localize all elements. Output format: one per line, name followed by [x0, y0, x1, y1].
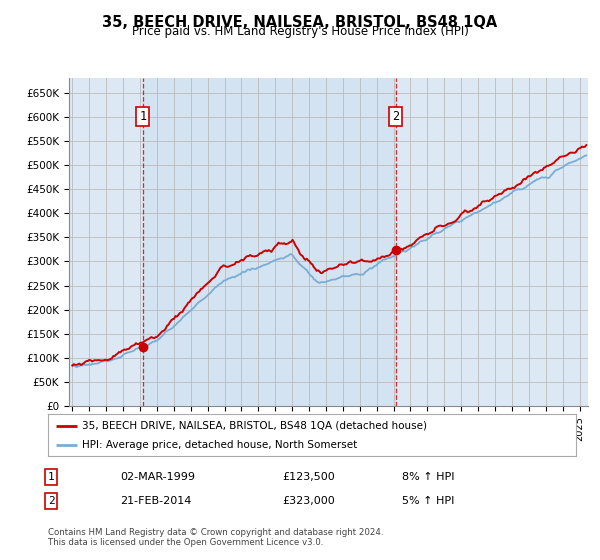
Text: Contains HM Land Registry data © Crown copyright and database right 2024.
This d: Contains HM Land Registry data © Crown c… — [48, 528, 383, 547]
Text: 35, BEECH DRIVE, NAILSEA, BRISTOL, BS48 1QA (detached house): 35, BEECH DRIVE, NAILSEA, BRISTOL, BS48 … — [82, 421, 427, 431]
Text: 35, BEECH DRIVE, NAILSEA, BRISTOL, BS48 1QA: 35, BEECH DRIVE, NAILSEA, BRISTOL, BS48 … — [103, 15, 497, 30]
Text: 1: 1 — [47, 472, 55, 482]
Text: 5% ↑ HPI: 5% ↑ HPI — [402, 496, 454, 506]
Text: £123,500: £123,500 — [282, 472, 335, 482]
Text: 1: 1 — [139, 110, 146, 123]
Text: HPI: Average price, detached house, North Somerset: HPI: Average price, detached house, Nort… — [82, 440, 358, 450]
Text: 2: 2 — [47, 496, 55, 506]
Text: £323,000: £323,000 — [282, 496, 335, 506]
Text: 2: 2 — [392, 110, 400, 123]
Text: Price paid vs. HM Land Registry's House Price Index (HPI): Price paid vs. HM Land Registry's House … — [131, 25, 469, 38]
Text: 02-MAR-1999: 02-MAR-1999 — [120, 472, 195, 482]
Text: 8% ↑ HPI: 8% ↑ HPI — [402, 472, 455, 482]
Bar — [143, 78, 396, 406]
Text: 21-FEB-2014: 21-FEB-2014 — [120, 496, 191, 506]
